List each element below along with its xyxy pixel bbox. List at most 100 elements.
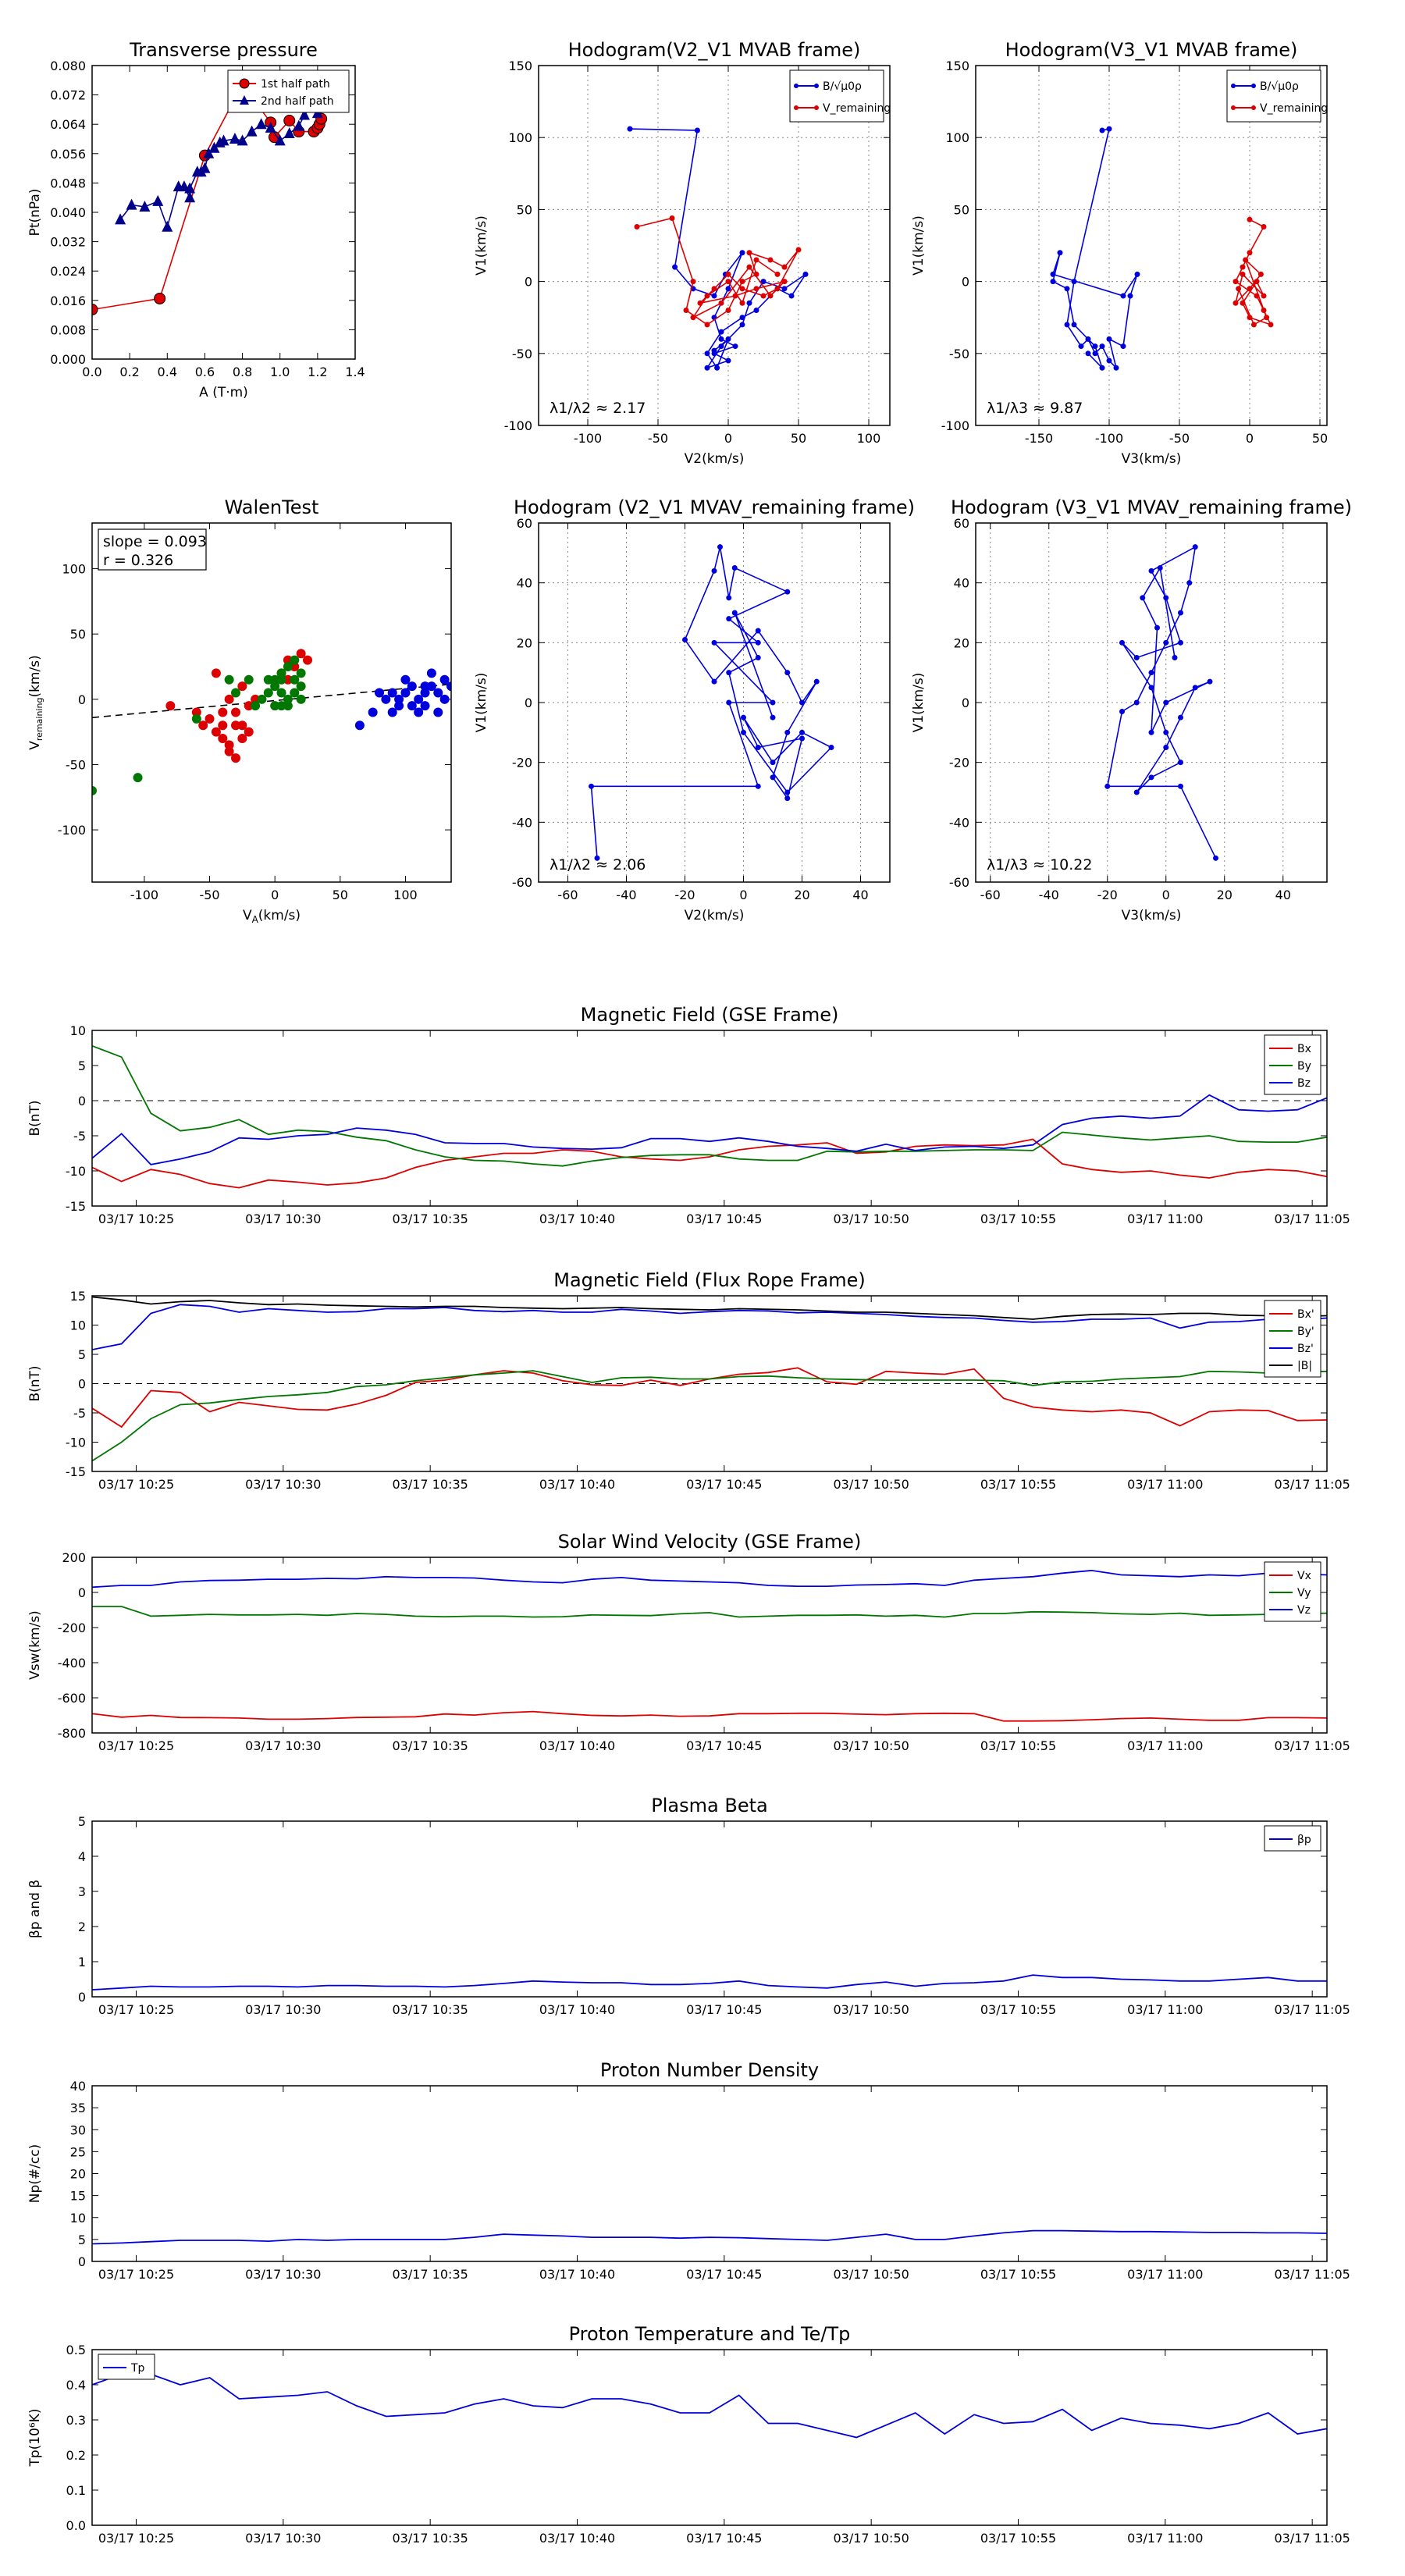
data-point xyxy=(795,247,802,253)
data-point xyxy=(152,194,164,206)
legend: B/√μ0ρ V_remaining xyxy=(789,69,891,123)
y-tick-label: 50 xyxy=(954,202,969,217)
data-point xyxy=(244,674,254,685)
panel-h1: Hodogram(V2_V1 MVAB frame) -100 -50 0 50 100 -… xyxy=(474,39,891,467)
data-point xyxy=(755,783,761,789)
y-axis-label: V1(km/s) xyxy=(474,673,489,733)
plot-area xyxy=(92,92,328,316)
data-point xyxy=(1261,224,1267,230)
data-point xyxy=(704,350,710,357)
data-point xyxy=(711,347,717,354)
data-point xyxy=(725,336,731,342)
series-line xyxy=(1106,546,1217,859)
axes-frame xyxy=(91,2349,1328,2526)
legend-marker xyxy=(814,105,819,110)
x-tick-label: 03/17 10:25 xyxy=(98,1212,174,1226)
legend-label: V_remaining xyxy=(823,102,891,115)
legend-marker xyxy=(240,95,249,105)
data-point xyxy=(799,735,805,742)
chart-title: Plasma Beta xyxy=(651,1795,767,1816)
data-point xyxy=(255,118,267,130)
data-point xyxy=(1140,595,1146,601)
x-tick-label: 0 xyxy=(724,431,732,446)
y-tick-label: 0.080 xyxy=(50,59,86,73)
annotation-box: slope = 0.093 r = 0.326 xyxy=(98,528,207,571)
data-point xyxy=(726,616,732,622)
fit-line xyxy=(92,683,451,719)
data-point xyxy=(299,109,311,120)
data-point xyxy=(770,774,776,781)
plot-area xyxy=(92,1569,1327,1722)
data-point xyxy=(1157,565,1163,571)
data-point xyxy=(1050,279,1056,285)
x-tick-label: 03/17 11:05 xyxy=(1275,2002,1350,2017)
series-line xyxy=(590,546,833,859)
panel-h2: Hodogram(V3_V1 MVAB frame) -150 -100 -50 0 50… xyxy=(911,39,1328,467)
axes-frame xyxy=(91,65,356,360)
legend-box xyxy=(789,69,884,123)
data-point xyxy=(237,734,247,743)
data-point xyxy=(711,568,717,574)
data-point xyxy=(741,729,746,735)
annotation-text: λ1/λ2 ≈ 2.06 xyxy=(550,856,646,873)
data-point xyxy=(753,307,759,313)
x-axis-label: V2(km/s) xyxy=(685,908,745,923)
panel-walen: WalenTest -100 -50 0 50 100 -100 -50 0 50 100 VA(km… xyxy=(27,496,452,925)
data-point xyxy=(1071,279,1077,285)
data-point xyxy=(739,315,745,321)
data-point xyxy=(741,714,746,720)
legend-marker xyxy=(1231,105,1236,110)
data-point xyxy=(270,701,280,711)
data-point xyxy=(1106,336,1112,342)
x-tick-label: -20 xyxy=(674,888,695,902)
data-point xyxy=(1247,315,1253,321)
annotation-text: λ1/λ3 ≈ 9.87 xyxy=(987,400,1083,417)
data-point xyxy=(746,300,752,306)
annotation-text: slope = 0.093 xyxy=(103,533,207,550)
x-tick-label: 03/17 10:45 xyxy=(686,1212,762,1226)
data-point xyxy=(767,293,774,299)
y-tick-label: 0.072 xyxy=(50,88,86,103)
y-tick-label: 0.1 xyxy=(66,2483,86,2498)
data-point xyxy=(770,699,776,706)
data-point xyxy=(296,681,306,692)
data-point xyxy=(711,293,717,299)
legend-label: 2nd half path xyxy=(261,95,334,108)
data-point xyxy=(718,343,724,350)
x-tick-label: 03/17 10:30 xyxy=(245,1738,321,1753)
data-point xyxy=(732,343,738,350)
data-point xyxy=(739,286,745,292)
data-point xyxy=(725,307,731,313)
x-tick-label: 0.0 xyxy=(82,365,101,379)
data-point xyxy=(1078,343,1084,350)
data-point xyxy=(725,358,731,364)
data-point xyxy=(774,286,781,292)
x-tick-label: 1.2 xyxy=(308,365,327,379)
data-point xyxy=(296,694,306,704)
data-point xyxy=(1240,271,1246,277)
legend-marker xyxy=(1251,105,1256,110)
legend-label: By xyxy=(1297,1060,1311,1073)
legend-label: V_remaining xyxy=(1260,102,1328,115)
data-point xyxy=(1257,271,1264,277)
x-tick-label: 03/17 10:40 xyxy=(539,1738,615,1753)
data-point xyxy=(726,670,732,676)
x-tick-label: -20 xyxy=(1097,888,1118,902)
y-tick-label: -15 xyxy=(66,1464,86,1479)
y-tick-label: -50 xyxy=(512,347,532,361)
y-tick-label: 150 xyxy=(508,59,532,73)
y-tick-label: -100 xyxy=(941,418,969,433)
x-tick-label: 03/17 10:45 xyxy=(686,2531,762,2546)
x-tick-label: 40 xyxy=(852,888,868,902)
data-point xyxy=(1127,293,1133,299)
x-tick-label: 03/17 11:05 xyxy=(1275,2531,1350,2546)
data-point xyxy=(368,707,378,717)
y-tick-label: -100 xyxy=(58,823,86,838)
x-tick-label: 03/17 10:35 xyxy=(393,2002,468,2017)
x-tick-label: 03/17 10:45 xyxy=(686,2267,762,2282)
data-point xyxy=(690,315,696,321)
data-point xyxy=(394,694,404,704)
data-point xyxy=(237,134,248,146)
x-tick-label: 03/17 10:40 xyxy=(539,2002,615,2017)
data-point xyxy=(731,610,738,616)
